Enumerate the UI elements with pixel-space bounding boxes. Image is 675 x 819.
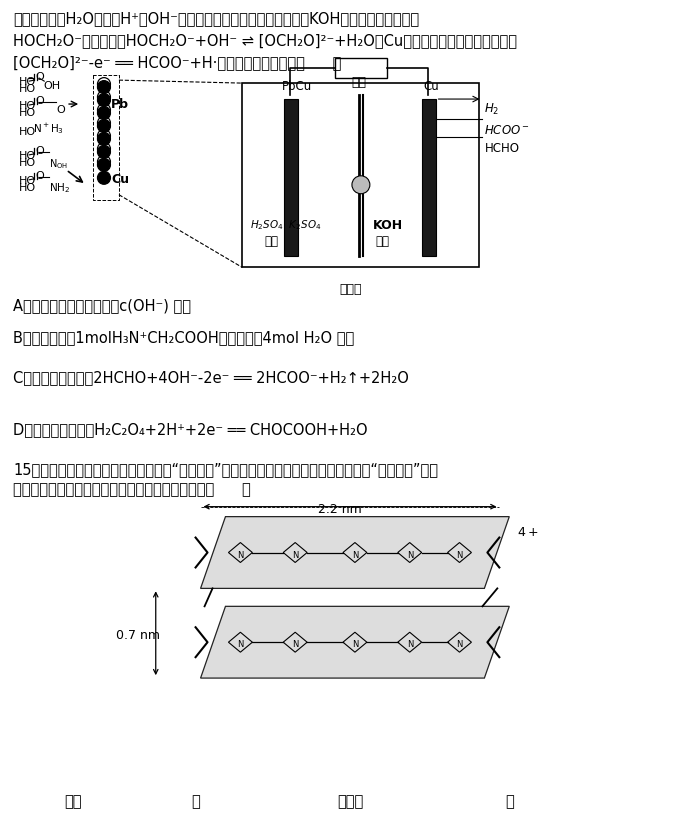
Bar bbox=[422, 100, 435, 256]
Text: 芳烃: 芳烃 bbox=[64, 793, 82, 808]
Text: D．阴极区存在反应H₂C₂O₄+2H⁺+2e⁻ ══ CHOCOOH+H₂O: D．阴极区存在反应H₂C₂O₄+2H⁺+2e⁻ ══ CHOCOOH+H₂O bbox=[14, 422, 368, 437]
Text: $\mathrm{NH_2}$: $\mathrm{NH_2}$ bbox=[49, 180, 71, 194]
Text: O: O bbox=[35, 96, 44, 106]
Circle shape bbox=[97, 143, 111, 156]
Text: 蔻: 蔻 bbox=[505, 793, 514, 808]
Text: 溶液: 溶液 bbox=[376, 234, 390, 247]
Text: Cu: Cu bbox=[111, 173, 129, 186]
Circle shape bbox=[97, 133, 111, 147]
Circle shape bbox=[97, 130, 111, 143]
Text: 苊: 苊 bbox=[191, 793, 200, 808]
Text: 双极膜: 双极膜 bbox=[339, 283, 362, 296]
Text: O: O bbox=[56, 105, 65, 115]
Text: [OCH₂O]²⁻-e⁻ ══ HCOO⁻+H·。下列说法错误的是（      ）: [OCH₂O]²⁻-e⁻ ══ HCOO⁻+H·。下列说法错误的是（ ） bbox=[14, 55, 342, 70]
Circle shape bbox=[97, 147, 111, 159]
Text: 2.2 nm: 2.2 nm bbox=[318, 502, 362, 515]
Circle shape bbox=[97, 120, 111, 133]
Text: A．电解一段时间后阳极区c(OH⁻) 减小: A．电解一段时间后阳极区c(OH⁻) 减小 bbox=[14, 298, 191, 313]
Text: 电源: 电源 bbox=[351, 76, 366, 89]
Text: 合常数（值越大越稳定）见表。下列说法错误的是（      ）: 合常数（值越大越稳定）见表。下列说法错误的是（ ） bbox=[14, 482, 251, 496]
Text: HO: HO bbox=[20, 183, 36, 192]
Text: HO: HO bbox=[20, 151, 36, 161]
Text: N: N bbox=[407, 550, 413, 559]
Text: O: O bbox=[35, 146, 44, 156]
Text: $\mathrm{N_{OH}}$: $\mathrm{N_{OH}}$ bbox=[49, 156, 68, 170]
Text: 0.7 nm: 0.7 nm bbox=[116, 628, 160, 641]
Text: O: O bbox=[35, 170, 44, 181]
Circle shape bbox=[97, 94, 111, 107]
Bar bbox=[335, 59, 387, 79]
Circle shape bbox=[97, 92, 111, 104]
Text: N: N bbox=[238, 640, 244, 649]
Text: HO: HO bbox=[20, 175, 36, 186]
Bar bbox=[284, 100, 298, 256]
Polygon shape bbox=[200, 607, 510, 678]
Text: B．理论上生成1molH₃N⁺CH₂COOH双极膜中有4mol H₂O 解离: B．理论上生成1molH₃N⁺CH₂COOH双极膜中有4mol H₂O 解离 bbox=[14, 330, 354, 345]
Text: PbCu: PbCu bbox=[282, 80, 313, 93]
Text: HO: HO bbox=[20, 158, 36, 168]
Text: Pb: Pb bbox=[111, 98, 129, 111]
Text: OH: OH bbox=[43, 81, 60, 91]
Text: N: N bbox=[456, 640, 463, 649]
Text: HOCH₂O⁻，存在平衡HOCH₂O⁻+OH⁻ ⇌ [OCH₂O]²⁻+H₂O。Cu电极上发生的电子转移反应为: HOCH₂O⁻，存在平衡HOCH₂O⁻+OH⁻ ⇌ [OCH₂O]²⁻+H₂O。… bbox=[14, 34, 517, 48]
Text: N: N bbox=[352, 640, 358, 649]
Circle shape bbox=[97, 159, 111, 172]
Text: N: N bbox=[407, 640, 413, 649]
Text: $H_2SO_4$  $K_2SO_4$: $H_2SO_4$ $K_2SO_4$ bbox=[250, 219, 322, 232]
Polygon shape bbox=[200, 517, 510, 589]
Text: $4+$: $4+$ bbox=[517, 525, 539, 538]
Circle shape bbox=[97, 82, 111, 94]
Circle shape bbox=[352, 177, 370, 194]
Text: N: N bbox=[352, 550, 358, 559]
Text: HO: HO bbox=[20, 77, 36, 87]
Text: N: N bbox=[292, 550, 298, 559]
Text: N: N bbox=[238, 550, 244, 559]
Text: Cu: Cu bbox=[424, 80, 439, 93]
Text: C．阳极总反应式为2HCHO+4OH⁻-2e⁻ ══ 2HCOO⁻+H₂↑+2H₂O: C．阳极总反应式为2HCHO+4OH⁻-2e⁻ ══ 2HCOO⁻+H₂↑+2H… bbox=[14, 369, 409, 385]
Text: 15．科学家合成了一种如图所示的纳米“分子客车”，能装载多种稠环芳香烃。三种芳烃与“分子客车”的结: 15．科学家合成了一种如图所示的纳米“分子客车”，能装载多种稠环芳香烃。三种芳烃… bbox=[14, 461, 438, 476]
Text: N: N bbox=[292, 640, 298, 649]
Circle shape bbox=[97, 107, 111, 120]
Text: HO: HO bbox=[20, 101, 36, 111]
Text: N: N bbox=[456, 550, 463, 559]
Text: 并四苯: 并四苯 bbox=[337, 793, 363, 808]
Bar bbox=[242, 84, 479, 268]
Text: $H_2$: $H_2$ bbox=[485, 102, 500, 117]
Text: 图，双极膜中H₂O解离的H⁺和OH⁻在电场作用下向两极迁移。已知在KOH溶液中，甲醛转化为: 图，双极膜中H₂O解离的H⁺和OH⁻在电场作用下向两极迁移。已知在KOH溶液中，… bbox=[14, 11, 419, 26]
Text: 溶液: 溶液 bbox=[265, 234, 278, 247]
Circle shape bbox=[97, 104, 111, 117]
Text: HO: HO bbox=[20, 108, 36, 118]
Circle shape bbox=[97, 172, 111, 185]
Circle shape bbox=[97, 117, 111, 130]
Circle shape bbox=[97, 79, 111, 92]
Text: HO: HO bbox=[20, 127, 36, 137]
Circle shape bbox=[97, 156, 111, 169]
Text: O: O bbox=[35, 72, 44, 82]
Text: KOH: KOH bbox=[373, 219, 403, 232]
Text: HO: HO bbox=[20, 84, 36, 94]
Text: $HCOO^-$: $HCOO^-$ bbox=[485, 124, 531, 137]
Text: HCHO: HCHO bbox=[485, 142, 519, 155]
Text: $\mathrm{N^+H_3}$: $\mathrm{N^+H_3}$ bbox=[33, 121, 64, 136]
